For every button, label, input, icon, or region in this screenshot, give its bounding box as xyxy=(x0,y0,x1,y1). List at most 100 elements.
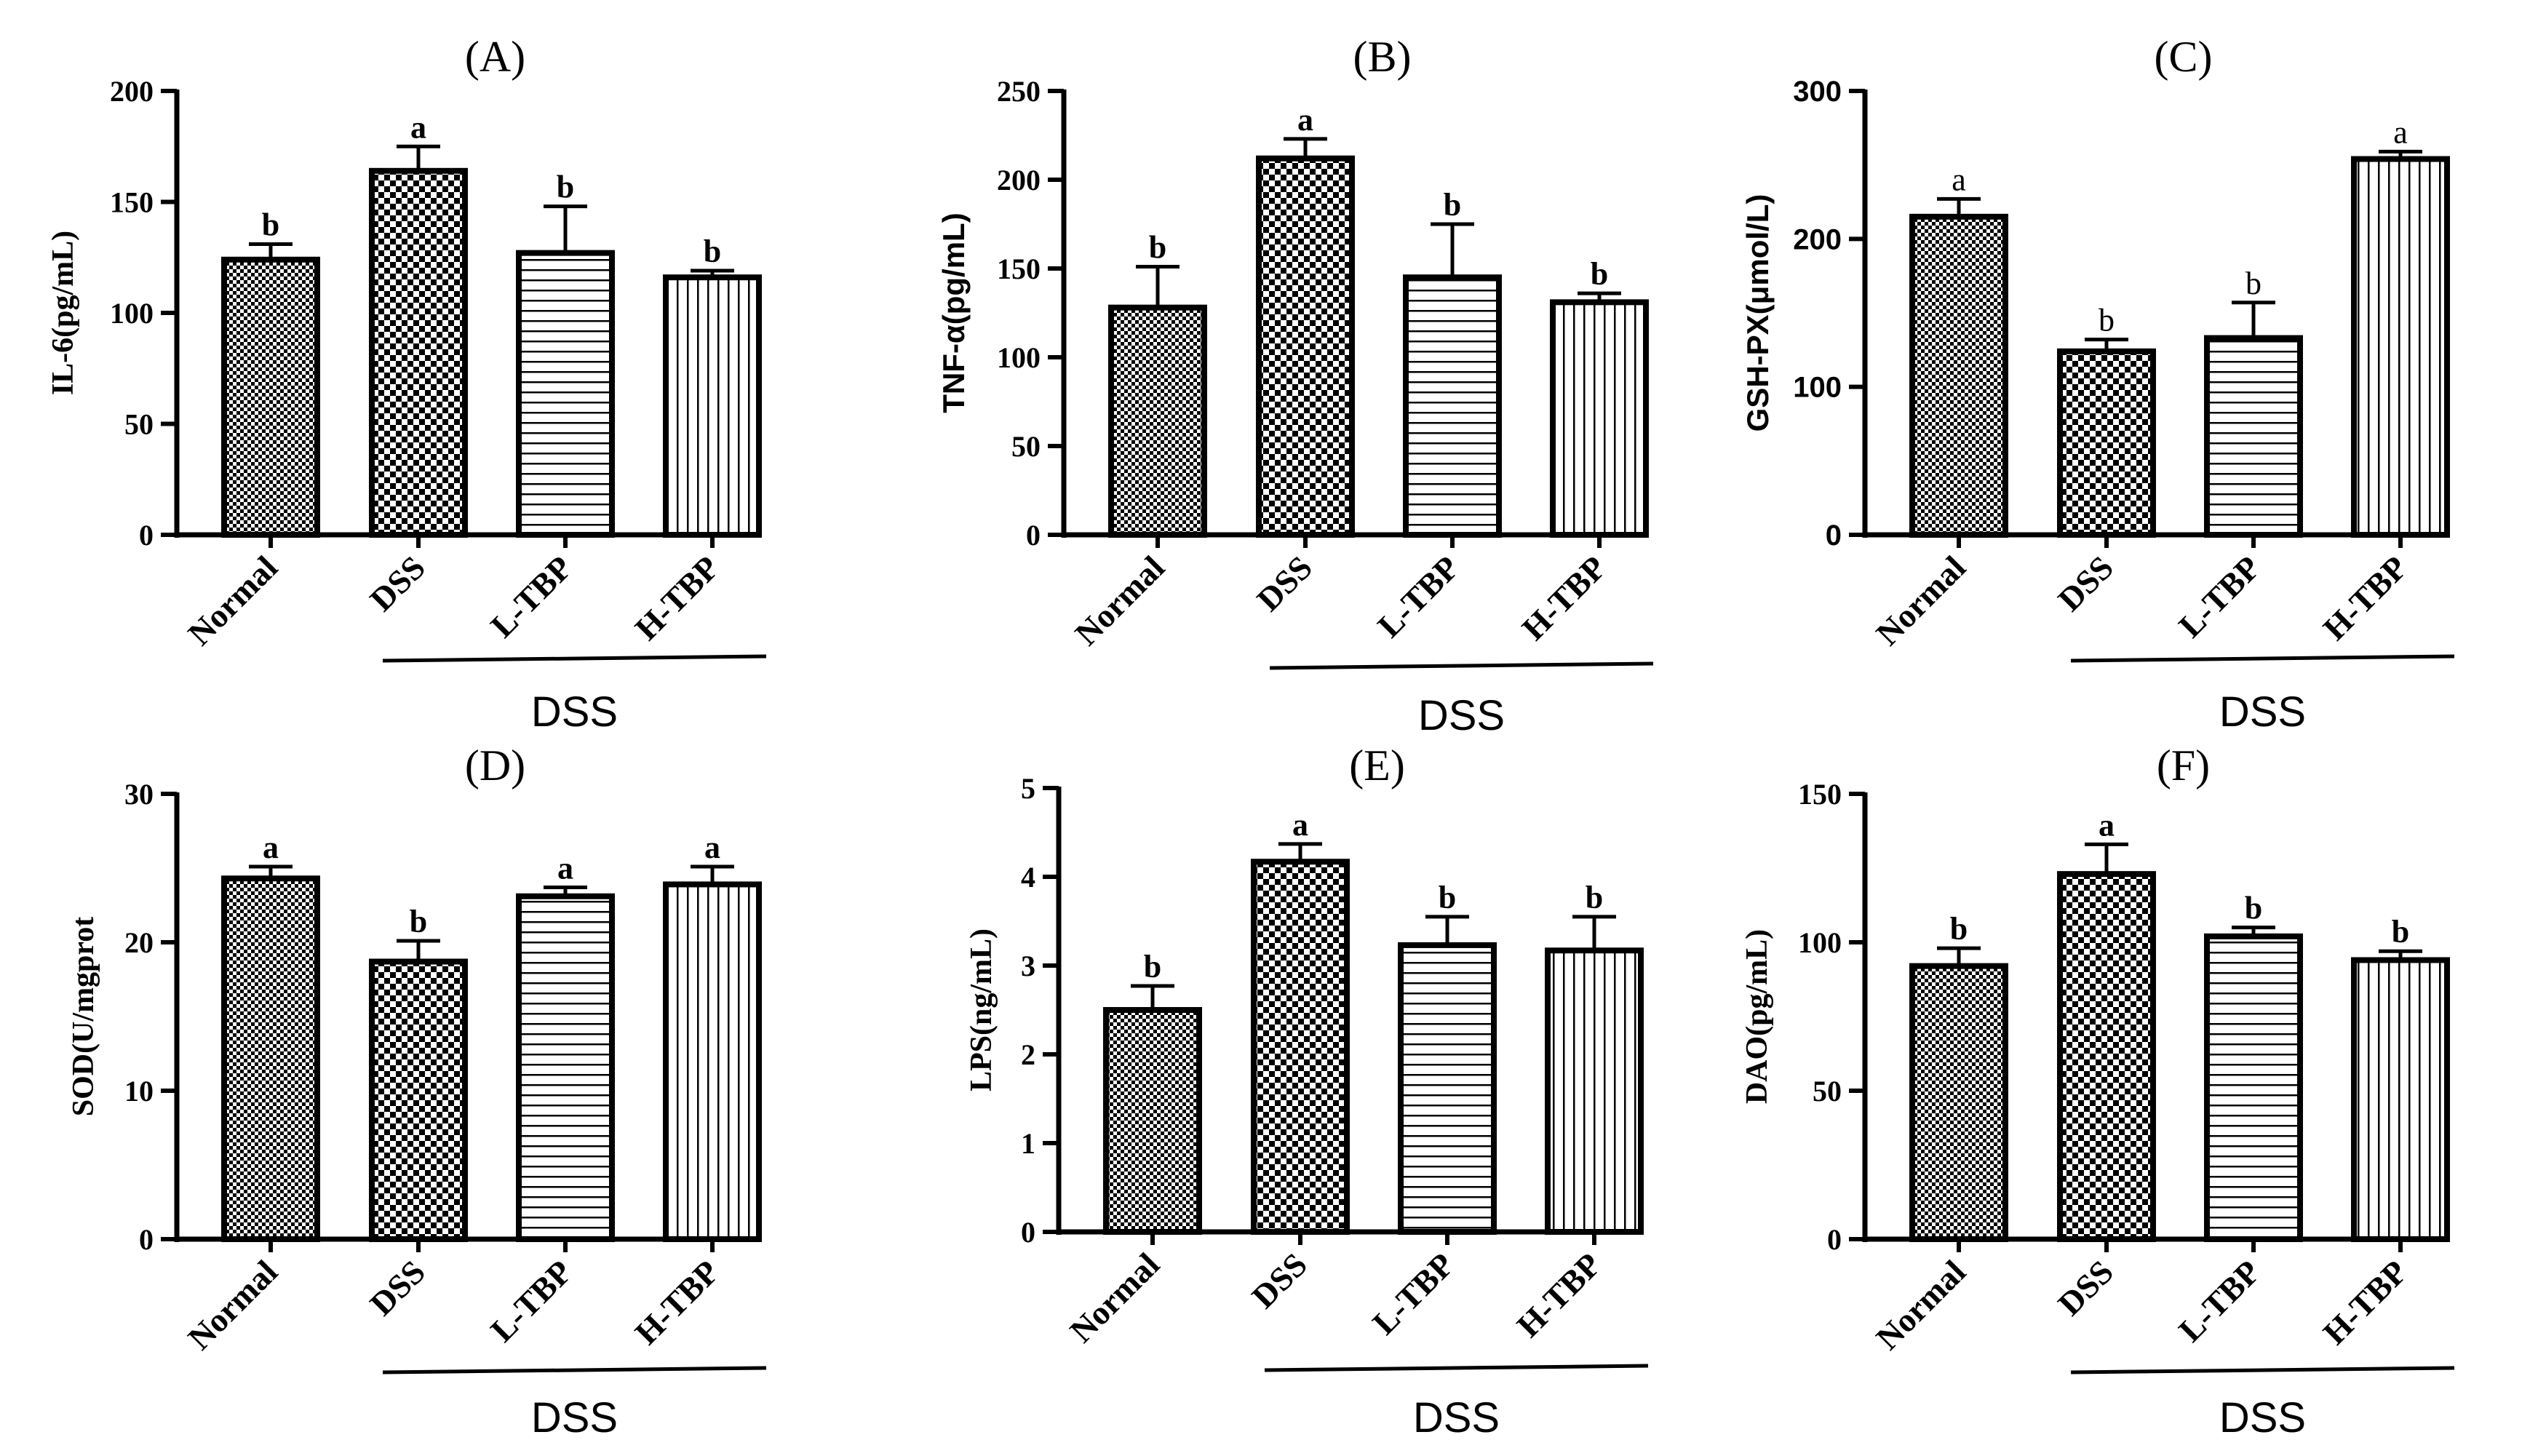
panel-b-y-tick-label: 150 xyxy=(997,252,1041,285)
panel-c-bar-h-tbp xyxy=(2351,156,2450,538)
panel-c-y-tick-label: 200 xyxy=(1793,223,1842,255)
panel-e-x-tick-label: L-TBP xyxy=(1365,1246,1461,1342)
panel-e-y-tick-label: 4 xyxy=(1021,861,1035,894)
panel-b-y-tick-label: 250 xyxy=(997,75,1041,108)
panel-a-bar-normal xyxy=(221,256,320,538)
panel-d-y-axis-label: SOD(U/mgprot xyxy=(67,917,100,1117)
panel-c-x-tick-label: Normal xyxy=(1869,549,1973,653)
panel-d: (D) SOD(U/mgprot a b a a 0 10 20 30 Normal DSS L-T… xyxy=(67,741,767,1441)
panel-f-bar-h-tbp xyxy=(2351,957,2450,1242)
panel-b-bar-normal xyxy=(1108,304,1207,538)
panel-c-significance-label: a xyxy=(2393,114,2408,150)
panel-a-significance-label: b xyxy=(557,170,574,205)
panel-a-bar-h-tbp xyxy=(663,274,762,538)
panel-d-bar-l-tbp xyxy=(516,893,615,1242)
panel-d-bar-dss xyxy=(369,958,468,1243)
panel-e-x-tick-label: DSS xyxy=(1244,1246,1314,1316)
panel-f-y-tick-label: 0 xyxy=(1827,1223,1842,1256)
panel-f-x-tick-label: L-TBP xyxy=(2171,1253,2267,1349)
panel-f-x-tick-label: DSS xyxy=(2050,1253,2120,1323)
panel-e-x-tick-label: H-TBP xyxy=(1510,1246,1608,1344)
panel-f-y-tick-label: 150 xyxy=(1798,778,1842,811)
panel-b-y-tick-label: 50 xyxy=(1011,430,1041,463)
panel-f-x-tick-label: Normal xyxy=(1869,1253,1973,1357)
panel-e-y-tick-label: 1 xyxy=(1021,1127,1035,1160)
panel-e: (E) LPS(ng/mL) b a b b 0 1 2 3 4 5 Normal DSS L-TBP H… xyxy=(965,741,1649,1441)
panel-c-bar-dss xyxy=(2057,348,2156,538)
panel-d-bar-normal xyxy=(221,875,320,1243)
panel-a-bar-l-tbp xyxy=(516,250,615,538)
panel-c-x-tick-label: H-TBP xyxy=(2316,549,2414,647)
panel-b-y-axis-label: TNF-α(pg/mL) xyxy=(936,212,971,413)
panel-c-x-tick-label: L-TBP xyxy=(2171,549,2267,645)
panel-f-significance-label: b xyxy=(2245,891,2262,926)
panel-d-significance-label: a xyxy=(704,830,720,865)
panel-c-y-tick-label: 0 xyxy=(1826,520,1842,552)
panel-e-bar-dss xyxy=(1251,859,1350,1235)
panel-f-x-tick-label: H-TBP xyxy=(2316,1253,2414,1351)
panel-a-significance-label: b xyxy=(262,207,279,242)
panel-c-y-tick-label: 100 xyxy=(1793,372,1842,404)
panel-f-group-label: DSS xyxy=(2219,1394,2306,1441)
panel-b-bar-dss xyxy=(1256,155,1355,538)
panel-f-y-axis-label: DAO(pg/mL) xyxy=(1741,929,1774,1104)
panel-f: (F) DAO(pg/mL) b a b b 0 50 100 150 Normal DSS L-T… xyxy=(1741,741,2455,1441)
panel-a-x-tick-label: DSS xyxy=(362,549,432,618)
panel-b-x-tick-label: L-TBP xyxy=(1370,549,1466,645)
panel-c-bar-normal xyxy=(1909,213,2008,538)
panel-e-group-label: DSS xyxy=(1413,1394,1500,1441)
panel-d-x-tick-label: Normal xyxy=(180,1253,285,1357)
panel-b-bar-l-tbp xyxy=(1403,274,1502,538)
panel-c-significance-label: b xyxy=(2099,303,2115,338)
panel-d-group-line xyxy=(382,1366,767,1375)
panel-e-significance-label: b xyxy=(1586,880,1603,915)
panel-d-group-label: DSS xyxy=(531,1394,618,1441)
panel-f-bar-dss xyxy=(2057,871,2156,1243)
panel-f-y-tick-label: 100 xyxy=(1798,926,1842,959)
panel-b-significance-label: b xyxy=(1444,187,1461,223)
panel-b-y-tick-label: 100 xyxy=(997,341,1041,374)
panel-b-title: (B) xyxy=(1353,33,1412,81)
panel-d-y-tick-label: 30 xyxy=(124,778,154,811)
panel-c-significance-label: a xyxy=(1952,162,1966,197)
panel-b-significance-label: a xyxy=(1297,102,1313,138)
panel-d-bar-h-tbp xyxy=(663,881,762,1242)
panel-b-significance-label: b xyxy=(1149,230,1166,266)
panel-e-y-tick-label: 0 xyxy=(1021,1216,1035,1249)
panel-b-x-tick-label: DSS xyxy=(1249,549,1319,618)
panel-d-title: (D) xyxy=(465,741,525,789)
panel-d-x-tick-label: DSS xyxy=(362,1253,432,1323)
panel-c-title: (C) xyxy=(2155,33,2213,81)
panel-b-y-tick-label: 0 xyxy=(1026,519,1041,552)
panel-a: (A) IL-6(pg/mL) b a b b 0 50 100 150 200 Normal DS… xyxy=(47,33,767,736)
panel-a-y-tick-label: 200 xyxy=(110,75,154,108)
panel-f-title: (F) xyxy=(2157,741,2210,789)
panel-b-x-tick-label: H-TBP xyxy=(1515,549,1613,647)
panel-a-bar-dss xyxy=(369,167,468,538)
panel-a-y-tick-label: 0 xyxy=(139,519,154,552)
panel-c-group-label: DSS xyxy=(2219,688,2306,736)
panel-a-group-line xyxy=(382,654,767,663)
panel-e-y-tick-label: 5 xyxy=(1021,772,1035,805)
panel-e-x-tick-label: Normal xyxy=(1062,1246,1166,1350)
panel-c-y-tick-label: 300 xyxy=(1793,76,1842,108)
panel-b: (B) TNF-α(pg/mL) b a b b 0 50 100 150 200 250 Norm… xyxy=(936,33,1654,739)
panel-a-y-tick-label: 100 xyxy=(110,297,154,330)
panel-d-x-tick-label: H-TBP xyxy=(628,1253,726,1351)
panel-f-significance-label: b xyxy=(2392,914,2409,950)
panel-d-significance-label: b xyxy=(410,904,427,939)
panel-b-x-tick-label: Normal xyxy=(1067,549,1172,653)
panel-b-bar-h-tbp xyxy=(1550,299,1649,538)
panel-b-y-tick-label: 200 xyxy=(997,164,1041,196)
panel-f-significance-label: b xyxy=(1950,911,1968,947)
panel-e-significance-label: b xyxy=(1439,880,1456,915)
panel-e-bar-normal xyxy=(1103,1007,1202,1235)
panel-d-y-tick-label: 10 xyxy=(124,1075,154,1107)
panel-e-group-line xyxy=(1264,1364,1649,1372)
panel-e-title: (E) xyxy=(1349,741,1405,789)
panel-e-y-axis-label: LPS(ng/mL) xyxy=(965,928,998,1091)
panel-e-y-tick-label: 3 xyxy=(1021,950,1035,982)
panel-a-x-tick-label: Normal xyxy=(180,549,285,653)
panel-f-significance-label: a xyxy=(2099,807,2115,843)
panel-a-y-axis-label: IL-6(pg/mL) xyxy=(47,231,80,395)
